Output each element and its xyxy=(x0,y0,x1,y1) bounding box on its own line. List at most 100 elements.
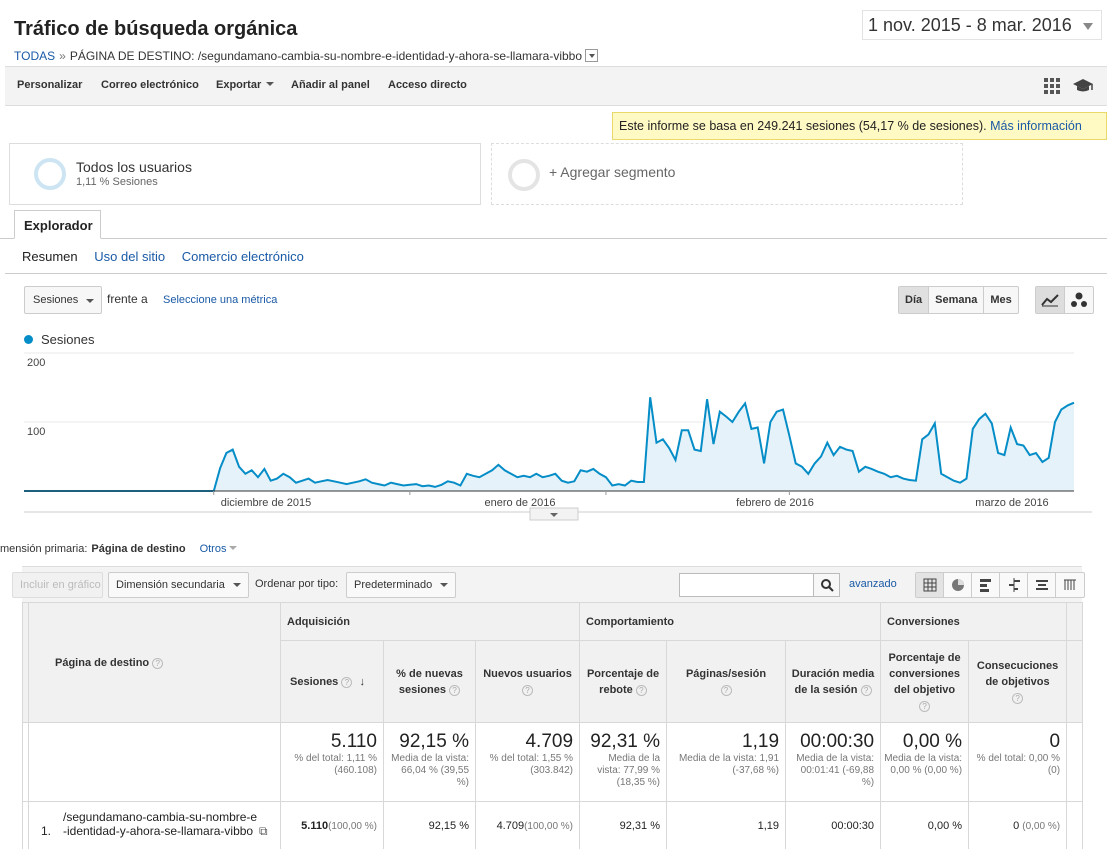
metric-select-label: Sesiones xyxy=(33,294,79,306)
row-pages: 1,19 xyxy=(666,801,787,849)
month-button[interactable]: Mes xyxy=(990,294,1012,306)
metric-select[interactable]: Sesiones xyxy=(24,286,102,314)
tab-explorer[interactable]: Explorador xyxy=(14,210,101,239)
primary-dimension-value[interactable]: Página de destino xyxy=(91,543,186,555)
subtab-ecommerce[interactable]: Comercio electrónico xyxy=(181,249,304,264)
breadcrumb-dropdown-icon[interactable] xyxy=(585,49,599,62)
help-icon[interactable]: ? xyxy=(919,700,931,712)
row-conv-rate: 0,00 % xyxy=(880,801,970,849)
table-search-input[interactable] xyxy=(679,573,840,597)
segment-all-users[interactable]: Todos los usuarios 1,11 % Sesiones xyxy=(9,143,481,205)
help-icon[interactable]: ? xyxy=(449,684,461,696)
total-new-pct-sub: Media de la vista: 66,04 % (39,55 %) xyxy=(391,753,469,788)
date-range-picker[interactable]: 1 nov. 2015 - 8 mar. 2016 xyxy=(862,10,1102,40)
series-area xyxy=(24,397,1074,491)
legend-series-name: Sesiones xyxy=(41,332,95,347)
report-toolbar: Personalizar Correo electrónico Exportar… xyxy=(5,66,1107,106)
totals-overflow xyxy=(1066,722,1084,802)
chevron-down-icon xyxy=(1083,23,1093,30)
other-dimensions-link[interactable]: Otros xyxy=(199,543,227,555)
col-goal-conv-rate[interactable]: Porcentaje de conversiones del objetivo? xyxy=(880,640,970,723)
graduation-cap-icon[interactable] xyxy=(1072,77,1094,95)
export-button[interactable]: Exportar xyxy=(216,79,275,91)
table-row[interactable]: 1. /segundamano-cambia-su-nombre-e-identi… xyxy=(22,801,1084,849)
add-segment-label: + Agregar segmento xyxy=(549,164,676,180)
help-icon[interactable]: ? xyxy=(635,684,647,696)
col-new-users[interactable]: Nuevos usuarios ? xyxy=(474,640,581,723)
landing-page-link[interactable]: /segundamano-cambia-su-nombre-e-identida… xyxy=(63,810,258,838)
col-avg-duration[interactable]: Duración media de la sesión ? xyxy=(785,640,882,723)
col-pages-per-session[interactable]: Páginas/sesión? xyxy=(666,640,787,723)
sort-type-select[interactable]: Predeterminado xyxy=(346,572,456,598)
total-goals-sub: % del total: 0,00 % (0) xyxy=(976,753,1061,776)
breadcrumb-all-link[interactable]: TODAS xyxy=(14,49,56,63)
col-goal-completions[interactable]: Consecuciones de objetivos? xyxy=(968,640,1068,723)
col-bounce-rate[interactable]: Porcentaje de rebote ? xyxy=(579,640,668,723)
segment-ring-icon xyxy=(34,158,66,190)
term-cloud-icon[interactable] xyxy=(1028,573,1056,597)
help-icon[interactable]: ? xyxy=(152,657,164,669)
total-new-users-value: 4.709 xyxy=(525,731,574,752)
explorer-subtabs: Resumen Uso del sitio Comercio electróni… xyxy=(22,249,317,264)
help-icon[interactable]: ? xyxy=(860,684,872,696)
row-index: 1. xyxy=(41,824,52,838)
help-icon[interactable]: ? xyxy=(522,684,533,696)
group-conversions: Conversiones xyxy=(880,602,1068,641)
email-button[interactable]: Correo electrónico xyxy=(101,79,199,91)
add-dashboard-button[interactable]: Añadir al panel xyxy=(291,79,370,91)
col-sessions[interactable]: Sesiones ? ↓ xyxy=(280,640,384,723)
group-acquisition: Adquisición xyxy=(279,602,581,641)
bar-view-icon[interactable] xyxy=(972,573,1000,597)
subtab-site-usage[interactable]: Uso del sitio xyxy=(94,249,166,264)
pivot-view-icon[interactable] xyxy=(1056,573,1084,597)
help-icon[interactable]: ? xyxy=(1012,692,1024,704)
row-goals: 0 (0,00 %) xyxy=(968,801,1068,849)
x-tick-label: febrero de 2016 xyxy=(736,497,814,509)
table-view-icon[interactable] xyxy=(916,573,944,597)
help-icon[interactable]: ? xyxy=(720,684,732,696)
col-new-sessions-pct[interactable]: % de nuevas sesiones ? xyxy=(383,640,476,723)
help-icon[interactable]: ? xyxy=(341,676,353,688)
x-tick-label: marzo de 2016 xyxy=(975,497,1048,509)
customize-button[interactable]: Personalizar xyxy=(17,79,83,91)
motion-chart-icon[interactable] xyxy=(1065,287,1093,313)
external-link-icon[interactable]: ⧉ xyxy=(259,824,268,838)
more-info-link[interactable]: Más información xyxy=(990,119,1082,133)
total-sessions-sub: % del total: 1,11 % (460.108) xyxy=(294,753,377,776)
select-metric-link[interactable]: Seleccione una métrica xyxy=(163,294,278,306)
grid-icon[interactable] xyxy=(1043,77,1063,97)
col-conv-rate-label: Porcentaje de conversiones del objetivo xyxy=(888,651,961,696)
col-landing-page-label: Página de destino xyxy=(55,656,150,669)
line-chart-icon[interactable] xyxy=(1036,287,1065,313)
tab-divider xyxy=(0,238,1107,239)
advanced-filter-link[interactable]: avanzado xyxy=(849,578,897,590)
week-button[interactable]: Semana xyxy=(929,287,985,313)
secondary-dimension-label: Dimensión secundaria xyxy=(116,579,225,591)
subtab-divider xyxy=(5,273,1107,274)
row-sessions-pct: (100,00 %) xyxy=(328,820,377,832)
breadcrumb-current: PÁGINA DE DESTINO: /segundamano-cambia-s… xyxy=(69,49,583,63)
total-bounce-value: 92,31 % xyxy=(590,731,661,752)
legend-dot xyxy=(24,335,33,344)
row-bounce: 92,31 % xyxy=(579,801,668,849)
pie-chart-icon[interactable] xyxy=(944,573,972,597)
comparison-view-icon[interactable] xyxy=(1000,573,1028,597)
total-sessions-value: 5.110 xyxy=(330,731,377,752)
day-button[interactable]: Día xyxy=(899,287,930,313)
total-conv-rate-sub: Media de la vista: 0,00 % (0,00 %) xyxy=(884,753,963,776)
col-landing-page[interactable]: Página de destino ? xyxy=(28,602,281,723)
total-duration-sub: Media de la vista: 00:01:41 (-69,88 %) xyxy=(796,753,875,788)
landing-page-cell[interactable]: 1. /segundamano-cambia-su-nombre-e-identi… xyxy=(28,801,281,849)
table-view-toggle xyxy=(915,572,1085,598)
total-new-pct-value: 92,15 % xyxy=(399,731,469,752)
total-goals-value: 0 xyxy=(1049,731,1061,752)
secondary-dimension-select[interactable]: Dimensión secundaria xyxy=(108,572,249,598)
shortcut-button[interactable]: Acceso directo xyxy=(388,79,467,91)
primary-dimension-bar: mensión primaria: Página de destino Otros xyxy=(0,543,238,555)
table-controls: Incluir en gráfico Dimensión secundaria … xyxy=(12,566,1085,602)
search-icon[interactable] xyxy=(813,574,839,596)
plot-rows-button[interactable]: Incluir en gráfico xyxy=(12,572,103,598)
chevron-down-icon xyxy=(86,299,94,303)
subtab-summary[interactable]: Resumen xyxy=(22,249,78,264)
add-segment-button[interactable]: + Agregar segmento xyxy=(491,143,963,205)
